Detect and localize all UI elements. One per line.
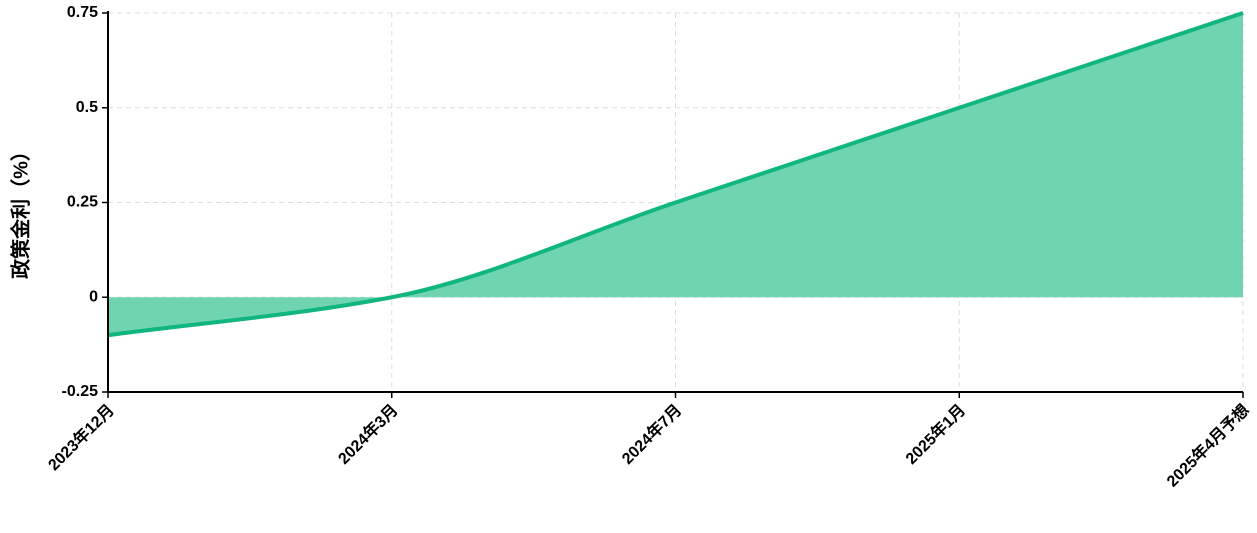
area [108,13,1243,336]
x-tick-label: 2025年4月予想 [1163,400,1253,490]
y-tick-label: 0 [89,288,98,305]
line [107,11,1244,338]
x-tick-label: 2025年1月 [902,400,970,468]
y-tick-label: -0.25 [62,383,99,400]
y-tick-label: 0.5 [76,99,98,116]
x-tick-label: 2024年3月 [334,400,402,468]
y-tick-label: 0.75 [67,4,98,21]
x-tick-label: 2024年7月 [618,400,686,468]
y-axis-label: 政策金利（%） [8,141,32,279]
x-tick-label: 2023年12月 [44,400,118,474]
y-tick-label: 0.25 [67,194,98,211]
